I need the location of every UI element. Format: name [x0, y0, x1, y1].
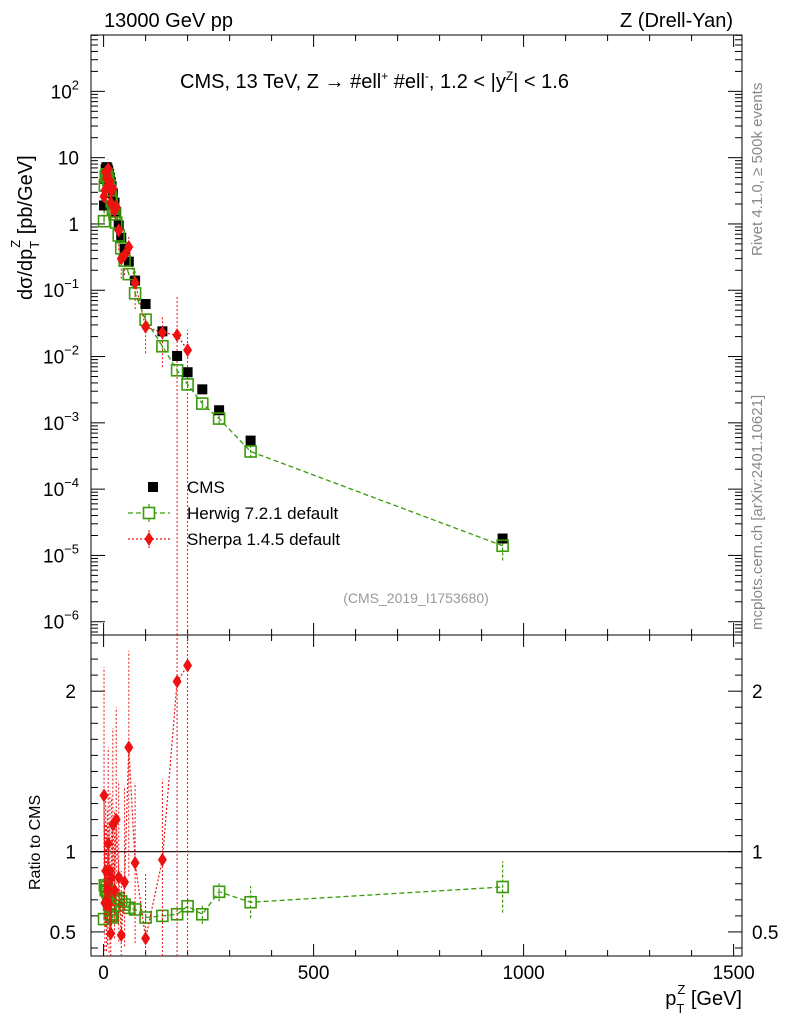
- ratio-tick-label: 0.5: [50, 923, 76, 944]
- sherpa-ratio-point: [103, 836, 113, 851]
- herwig-point: [181, 378, 194, 391]
- sherpa-ratio-point: [99, 788, 109, 803]
- herwig-point: [156, 339, 169, 353]
- cms-point: [99, 200, 110, 211]
- herwig-point: [97, 214, 111, 228]
- y-tick-label: 10: [58, 149, 79, 170]
- cms-point: [197, 384, 208, 395]
- legend-entry-herwig: Herwig 7.2.1 default: [128, 504, 338, 523]
- cms-point: [116, 232, 127, 243]
- y-tick-label: 1: [68, 215, 79, 236]
- y-tick-label: 10−4: [43, 475, 79, 501]
- sherpa-point: [172, 328, 182, 343]
- sherpa-point: [141, 319, 151, 334]
- x-tick-label: 500: [298, 963, 330, 984]
- header-left: 13000 GeV pp: [104, 10, 233, 32]
- ratio-y-axis-label: Ratio to CMS: [27, 795, 44, 890]
- sherpa-ratio-point: [141, 931, 151, 946]
- herwig-point: [122, 267, 136, 281]
- sherpa-point: [108, 181, 118, 196]
- legend-marker-sherpa: [144, 532, 154, 546]
- x-tick-label: 1500: [712, 963, 754, 984]
- sherpa-ratio-point: [107, 870, 117, 885]
- legend-label-herwig: Herwig 7.2.1 default: [187, 504, 338, 523]
- ratio-tick-label-right: 1: [752, 843, 763, 864]
- sherpa-point: [157, 325, 167, 340]
- rivet-label: Rivet 4.1.0, ≥ 500k events: [749, 83, 766, 256]
- legend-entry-sherpa: Sherpa 1.4.5 default: [128, 530, 340, 549]
- sherpa-point: [111, 200, 121, 215]
- sherpa-ratio-point: [183, 658, 193, 673]
- ratio-tick-label-right: 2: [752, 682, 763, 703]
- sherpa-ratio-point: [172, 674, 182, 689]
- sherpa-point: [130, 275, 140, 290]
- y-tick-label: 10−5: [43, 541, 79, 567]
- sherpa-point: [114, 223, 124, 238]
- y-tick-label: 10−1: [43, 276, 79, 302]
- sherpa-point: [103, 162, 113, 177]
- x-tick-label: 0: [98, 963, 109, 984]
- ratio-plot-frame: [90, 634, 743, 957]
- legend-marker-herwig: [142, 506, 156, 520]
- sherpa-ratio-point: [106, 926, 116, 941]
- sherpa-ratio-point: [130, 855, 140, 870]
- herwig-point: [244, 445, 257, 458]
- mcplots-label: mcplots.cern.ch [arXiv:2401.10621]: [749, 395, 766, 630]
- y-tick-label: 10−2: [43, 343, 79, 369]
- herwig-point: [196, 397, 209, 410]
- ratio-tick-label: 1: [65, 843, 76, 864]
- y-tick-label: 10−3: [43, 409, 79, 435]
- legend-entry-cms: CMS: [148, 478, 225, 497]
- cms-point: [123, 256, 134, 267]
- cms-point: [497, 533, 508, 544]
- herwig-ratio-point: [196, 907, 209, 921]
- x-tick-label: 1000: [502, 963, 544, 984]
- y-tick-label: 102: [51, 77, 79, 103]
- legend-label-cms: CMS: [187, 478, 225, 497]
- herwig-ratio-point: [244, 895, 257, 909]
- legend-label-sherpa: Sherpa 1.4.5 default: [187, 530, 340, 549]
- ratio-tick-label: 2: [65, 682, 76, 703]
- y-tick-label: 10−6: [43, 608, 79, 634]
- sherpa-ratio-point: [124, 740, 134, 755]
- cms-point: [182, 367, 193, 378]
- legend-marker-cms: [148, 482, 158, 492]
- sherpa-ratio-point: [116, 928, 126, 943]
- sherpa-point: [120, 248, 130, 263]
- herwig-point: [212, 412, 226, 425]
- sherpa-ratio-point: [157, 852, 167, 867]
- herwig-line: [103, 172, 503, 547]
- cms-point: [140, 299, 151, 310]
- sherpa-ratio-point: [110, 883, 120, 898]
- y-axis-label: dσ/dpTZ [pb/GeV]: [8, 155, 42, 300]
- cms-point: [214, 405, 225, 416]
- herwig-point: [496, 539, 509, 553]
- herwig-ratio-point: [496, 880, 509, 894]
- ratio-tick-label-right: 0.5: [752, 923, 778, 944]
- analysis-id: (CMS_2019_I1753680): [343, 590, 489, 606]
- sherpa-ratio-point: [102, 881, 112, 896]
- header-right: Z (Drell-Yan): [620, 10, 733, 32]
- herwig-point: [170, 364, 184, 377]
- x-axis-label: pTZ [GeV]: [665, 982, 742, 1016]
- herwig-ratio-line: [103, 885, 503, 920]
- herwig-ratio-point: [212, 885, 226, 899]
- sherpa-point: [124, 239, 134, 254]
- sherpa-ratio-point: [120, 875, 130, 890]
- cms-point: [245, 435, 256, 446]
- cms-point: [172, 350, 183, 361]
- sherpa-point: [183, 343, 193, 358]
- plot-title: CMS, 13 TeV, Z → #ell+ #ell-, 1.2 < |yZ|…: [180, 69, 569, 93]
